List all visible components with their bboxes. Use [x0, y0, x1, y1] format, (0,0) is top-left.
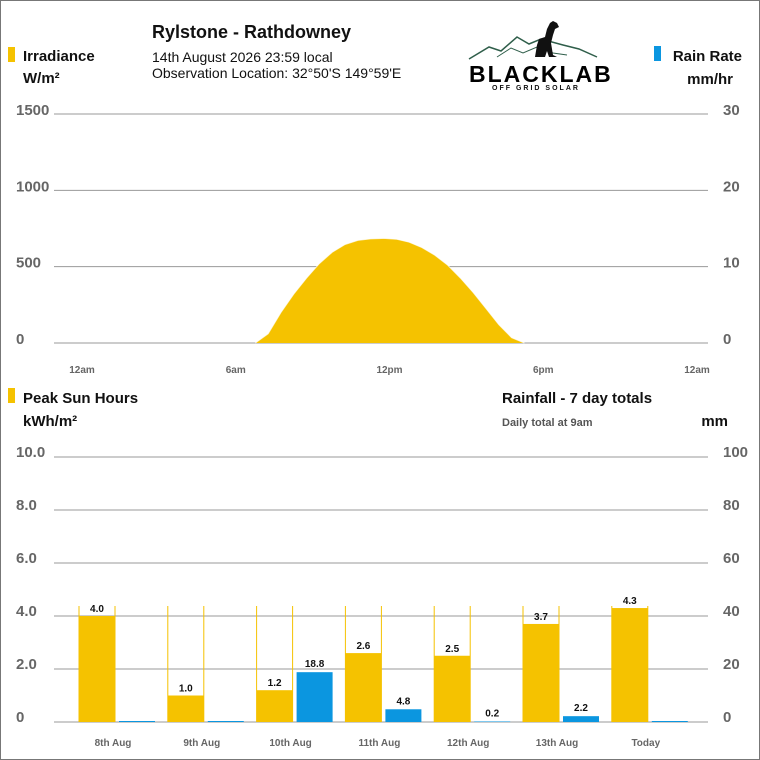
sun-y-tick: 4.0 — [16, 603, 37, 620]
irradiance-area — [255, 238, 525, 343]
rain-rate-legend: Rain Rate — [673, 48, 742, 65]
brand-wordmark: BLACKLAB — [469, 61, 613, 87]
rainfall-y-tick: 40 — [723, 603, 740, 620]
observation-datetime: 14th August 2026 23:59 local — [152, 49, 333, 65]
rain-bar-label: 2.2 — [574, 703, 588, 714]
day-label: 13th Aug — [536, 738, 578, 749]
rainfall-y-tick: 100 — [723, 444, 748, 461]
rain-rate-y-tick: 20 — [723, 178, 740, 195]
day-label: 12th Aug — [447, 738, 489, 749]
sun-y-tick: 6.0 — [16, 550, 37, 567]
rainfall-title: Rainfall - 7 day totals — [502, 390, 652, 407]
observation-location: Observation Location: 32°50'S 149°59'E — [152, 65, 402, 81]
rain-bar-label: 18.8 — [305, 659, 325, 670]
day-label: 8th Aug — [95, 738, 132, 749]
rainfall-y-tick: 0 — [723, 709, 731, 726]
rainfall-y-tick: 80 — [723, 497, 740, 514]
sun-bar-label: 2.5 — [445, 644, 459, 655]
rain-bar-label: 0.2 — [485, 708, 499, 719]
rain-bar — [474, 721, 511, 722]
rainfall-note: Daily total at 9am — [502, 417, 593, 429]
irradiance-chart: Irradiance W/m² Rain Rate mm/hr 15001000… — [8, 46, 742, 376]
irradiance-x-tick: 6pm — [533, 365, 554, 376]
sun-bar — [345, 653, 382, 722]
irradiance-x-tick: 12pm — [376, 365, 402, 376]
rain-rate-y-tick: 0 — [723, 331, 731, 348]
rainfall-y-tick: 60 — [723, 550, 740, 567]
rain-bar-label: 4.8 — [396, 696, 410, 707]
sun-bar-label: 4.0 — [90, 604, 104, 615]
brand-logo: BLACKLAB OFF GRID SOLAR — [467, 17, 611, 97]
rain-bar — [385, 709, 422, 722]
irradiance-y-tick: 500 — [16, 255, 41, 272]
day-label: 11th Aug — [358, 738, 400, 749]
sun-bar-label: 3.7 — [534, 612, 548, 623]
mountain-dog-icon — [468, 21, 598, 60]
sun-bar — [256, 690, 293, 722]
irradiance-swatch — [8, 47, 15, 62]
irradiance-y-tick: 0 — [16, 331, 24, 348]
day-label: 9th Aug — [183, 738, 220, 749]
day-label: 10th Aug — [269, 738, 311, 749]
sun-y-tick: 0 — [16, 709, 24, 726]
peak-sun-legend: Peak Sun Hours — [23, 390, 138, 407]
brand-name: BLACKLAB — [469, 61, 611, 88]
irradiance-y-tick: 1500 — [16, 102, 49, 119]
sun-y-tick: 8.0 — [16, 497, 37, 514]
rain-rate-unit: mm/hr — [687, 71, 733, 88]
rain-rate-y-tick: 10 — [723, 255, 740, 272]
rain-bar — [563, 716, 599, 722]
irradiance-x-tick: 12am — [684, 365, 710, 376]
sun-y-tick: 10.0 — [16, 444, 45, 461]
irradiance-unit: W/m² — [23, 70, 60, 87]
irradiance-y-tick: 1000 — [16, 178, 49, 195]
sun-rain-chart: Peak Sun Hours kWh/m² Rainfall - 7 day t… — [8, 388, 748, 749]
sun-bar — [167, 695, 204, 722]
sun-bar-label: 1.2 — [268, 678, 282, 689]
irradiance-legend: Irradiance — [23, 48, 95, 65]
sun-bar — [611, 608, 648, 722]
sun-bar — [434, 655, 471, 722]
sun-bar — [523, 623, 559, 722]
sun-bar — [79, 616, 115, 722]
irradiance-line — [255, 237, 525, 344]
sun-y-tick: 2.0 — [16, 656, 37, 673]
sun-bar-label: 4.3 — [623, 596, 637, 607]
rain-rate-swatch — [654, 46, 661, 61]
sun-bar-label: 1.0 — [179, 684, 193, 695]
brand-tagline: OFF GRID SOLAR — [492, 85, 580, 92]
rain-bar — [296, 672, 333, 722]
irradiance-x-tick: 6am — [226, 365, 246, 376]
rainfall-unit: mm — [701, 413, 728, 430]
irradiance-x-tick: 12am — [69, 365, 95, 376]
rainfall-y-tick: 20 — [723, 656, 740, 673]
day-label: Today — [631, 738, 660, 749]
peak-sun-swatch — [8, 388, 15, 403]
sun-bar-label: 2.6 — [356, 641, 370, 652]
rain-rate-y-tick: 30 — [723, 102, 740, 119]
site-title: Rylstone - Rathdowney — [152, 22, 352, 42]
peak-sun-unit: kWh/m² — [23, 413, 77, 430]
